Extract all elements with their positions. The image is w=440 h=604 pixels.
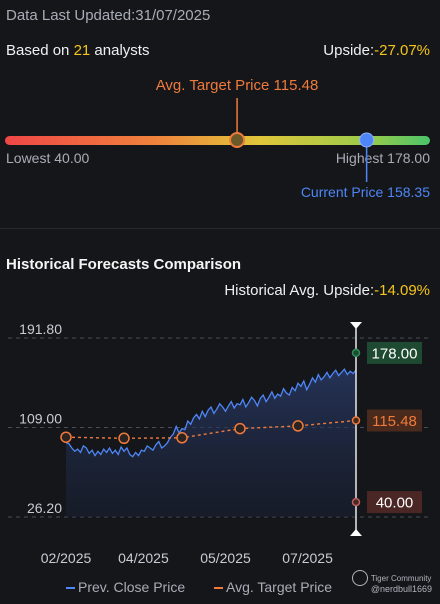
avg-target-label: Avg. Target Price 115.48 <box>155 77 319 94</box>
x-tick-label: 07/2025 <box>282 550 333 566</box>
current-price-marker <box>359 132 375 148</box>
range-marker-dot <box>351 348 361 358</box>
analyst-count: 21 <box>73 42 91 59</box>
y-tick-label: 109.00 <box>19 411 62 427</box>
x-tick-label: 04/2025 <box>118 550 169 566</box>
value-badge-label: 40.00 <box>376 495 414 512</box>
legend-line-icon <box>214 587 223 590</box>
y-tick-label: 26.20 <box>27 500 62 516</box>
range-marker-dot <box>351 497 361 507</box>
updated-label: Data Last Updated: <box>6 7 136 24</box>
value-badge <box>367 409 422 432</box>
historical-forecast-chart: 191.80 109.00 26.20 02/2025 04/2025 05/2025 07… <box>8 321 432 566</box>
target-point <box>292 420 304 432</box>
target-point <box>118 432 130 445</box>
current-price-label: Current Price 158.35 <box>300 184 430 200</box>
highest-target-label: Highest 178.00 <box>335 150 430 166</box>
y-tick-label: 191.80 <box>19 321 62 337</box>
legend-line-icon <box>66 587 75 590</box>
analyst-suffix: analysts <box>90 42 150 59</box>
target-point <box>234 422 246 435</box>
legend-item-target[interactable]: Avg. Target Price <box>214 579 332 595</box>
legend-close-label: Prev. Close Price <box>78 579 186 595</box>
target-line <box>65 419 357 440</box>
tiger-logo-icon <box>351 570 368 586</box>
target-range-bar <box>5 136 430 145</box>
price-area <box>66 369 356 517</box>
upside-summary: Upside:-27.07% <box>323 42 430 59</box>
section-divider <box>0 228 440 229</box>
analyst-prefix: Based on <box>6 42 74 59</box>
legend-item-close[interactable]: Prev. Close Price <box>66 579 185 595</box>
historical-upside-value: -14.09% <box>374 282 430 299</box>
upside-value: -27.07% <box>374 42 430 59</box>
upside-label: Upside: <box>323 42 375 59</box>
range-marker-dot <box>351 416 361 425</box>
historical-upside: Historical Avg. Upside:-14.09% <box>224 282 430 299</box>
x-tick-label: 02/2025 <box>41 550 92 566</box>
legend-target-label: Avg. Target Price <box>226 579 333 595</box>
range-top-arrow-icon <box>350 322 362 329</box>
target-point <box>176 432 188 444</box>
historical-title: Historical Forecasts Comparison <box>6 256 242 273</box>
watermark-brand: Tiger Community <box>370 574 432 583</box>
updated-date: 31/07/2025 <box>135 7 211 24</box>
last-updated: Data Last Updated:31/07/2025 <box>6 7 210 24</box>
historical-upside-label: Historical Avg. Upside: <box>224 282 375 299</box>
range-bottom-arrow-icon <box>350 529 362 536</box>
analyst-count-text: Based on 21 analysts <box>6 42 149 59</box>
watermark-handle: @nerdbull1669 <box>370 584 432 594</box>
value-badge <box>367 491 422 514</box>
avg-target-marker <box>229 132 246 148</box>
lowest-target-label: Lowest 40.00 <box>6 150 90 166</box>
value-badge-label: 178.00 <box>372 345 418 362</box>
price-line <box>65 367 357 458</box>
watermark: Tiger Community @nerdbull1669 <box>351 570 432 595</box>
value-badge <box>367 341 422 364</box>
target-point <box>60 431 72 443</box>
value-badge-label: 115.48 <box>372 413 417 430</box>
x-tick-label: 05/2025 <box>200 550 251 566</box>
